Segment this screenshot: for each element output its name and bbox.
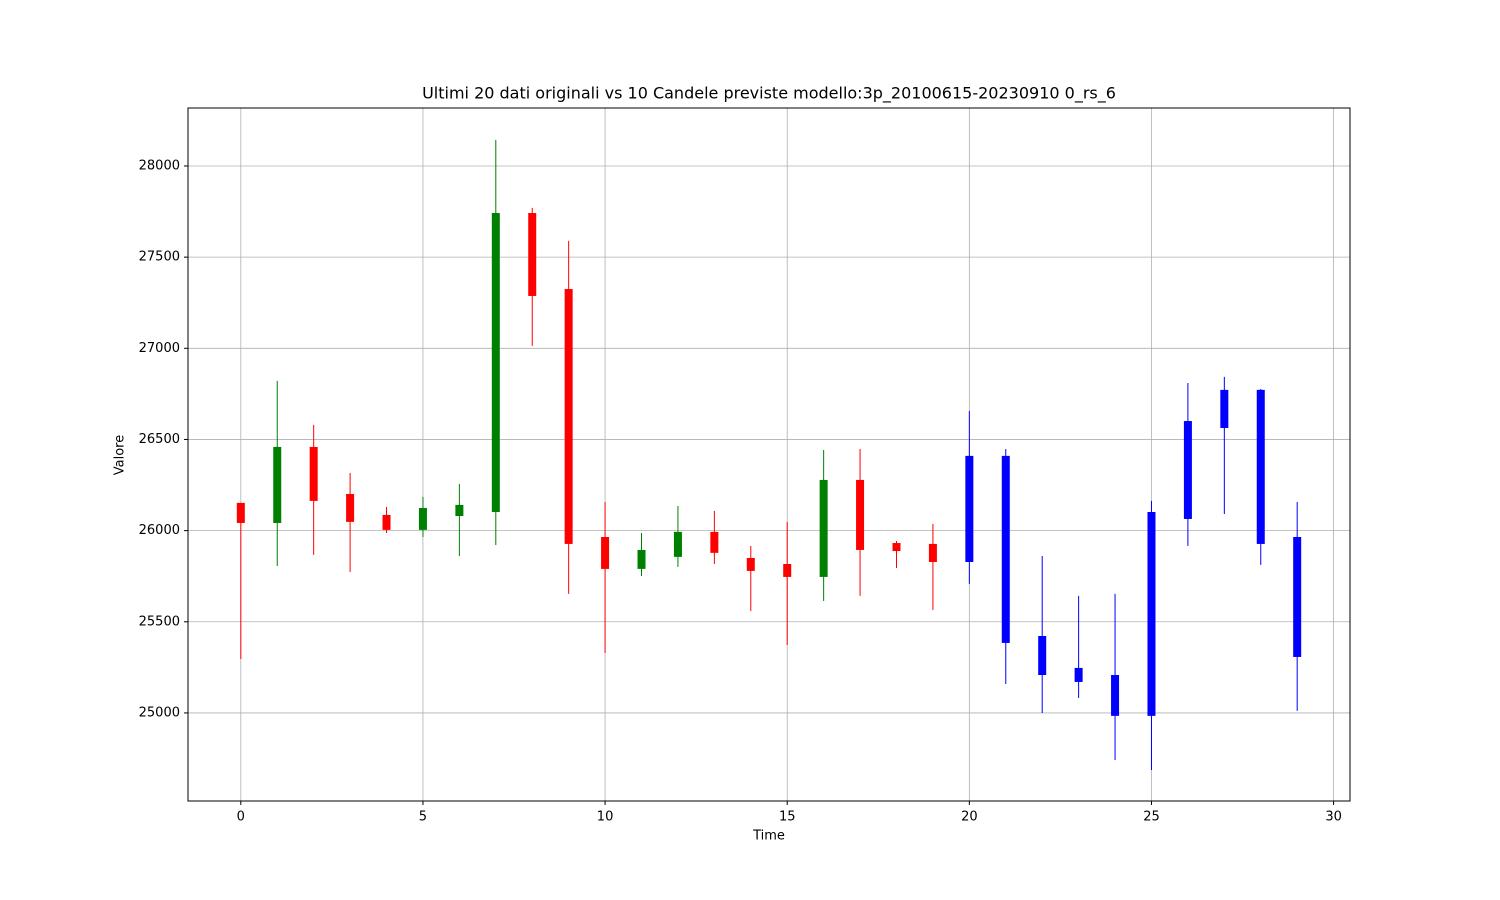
candle-body: [928, 543, 937, 562]
candle-body: [1147, 512, 1156, 716]
y-axis-label: Valore: [113, 435, 128, 475]
plot-frame: [187, 107, 1351, 802]
candle-body: [309, 446, 318, 501]
chart-title: Ultimi 20 dati originali vs 10 Candele p…: [422, 84, 1116, 104]
y-tick-label: 28000: [139, 158, 180, 173]
candle-body: [455, 504, 464, 517]
y-tick-label: 27500: [139, 250, 180, 265]
y-tick-label: 25500: [139, 614, 180, 629]
candle-body: [673, 531, 682, 557]
x-tick-label: 5: [419, 810, 427, 825]
candle-body: [346, 493, 355, 522]
y-tick-label: 27000: [139, 341, 180, 356]
candle-body: [1293, 537, 1302, 657]
x-axis-label: Time: [752, 829, 785, 844]
candle-body: [1183, 421, 1192, 519]
candle-body: [273, 446, 282, 523]
candle-body: [710, 531, 719, 553]
x-tick-label: 20: [961, 810, 978, 825]
candle-body: [892, 543, 901, 552]
x-tick-label: 10: [597, 810, 614, 825]
y-tick-label: 26000: [139, 523, 180, 538]
candle-body: [1001, 455, 1010, 643]
candle-body: [819, 479, 828, 577]
candle-body: [236, 502, 245, 523]
y-tick-label: 25000: [139, 705, 180, 720]
candle-body: [418, 508, 427, 530]
candle-body: [637, 549, 646, 569]
candle-body: [1038, 636, 1047, 676]
candle-body: [783, 563, 792, 577]
candle-body: [382, 514, 391, 530]
candle-body: [1220, 389, 1229, 428]
x-tick-label: 15: [779, 810, 796, 825]
candle-body: [856, 479, 865, 550]
candle-body: [746, 557, 755, 571]
y-tick-label: 26500: [139, 432, 180, 447]
candle-body: [965, 455, 974, 562]
candle-body: [528, 213, 537, 296]
x-tick-label: 25: [1143, 810, 1160, 825]
x-tick-label: 0: [237, 810, 245, 825]
x-tick-label: 30: [1325, 810, 1342, 825]
candle-body: [1256, 389, 1265, 544]
candle-body: [491, 213, 500, 513]
candle-body: [1074, 667, 1083, 682]
candle-body: [564, 289, 573, 544]
candle-body: [1111, 675, 1120, 716]
candle-body: [601, 537, 610, 569]
